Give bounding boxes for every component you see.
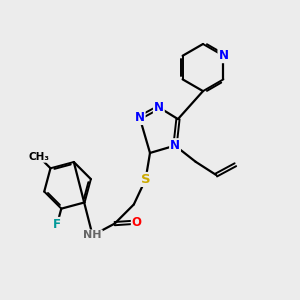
Text: S: S [141,173,150,186]
Text: NH: NH [83,230,102,240]
Text: O: O [132,216,142,229]
Text: N: N [135,111,145,124]
Text: CH₃: CH₃ [28,152,50,162]
Text: N: N [154,101,164,114]
Text: N: N [170,139,180,152]
Text: N: N [218,49,228,62]
Text: F: F [53,218,61,231]
